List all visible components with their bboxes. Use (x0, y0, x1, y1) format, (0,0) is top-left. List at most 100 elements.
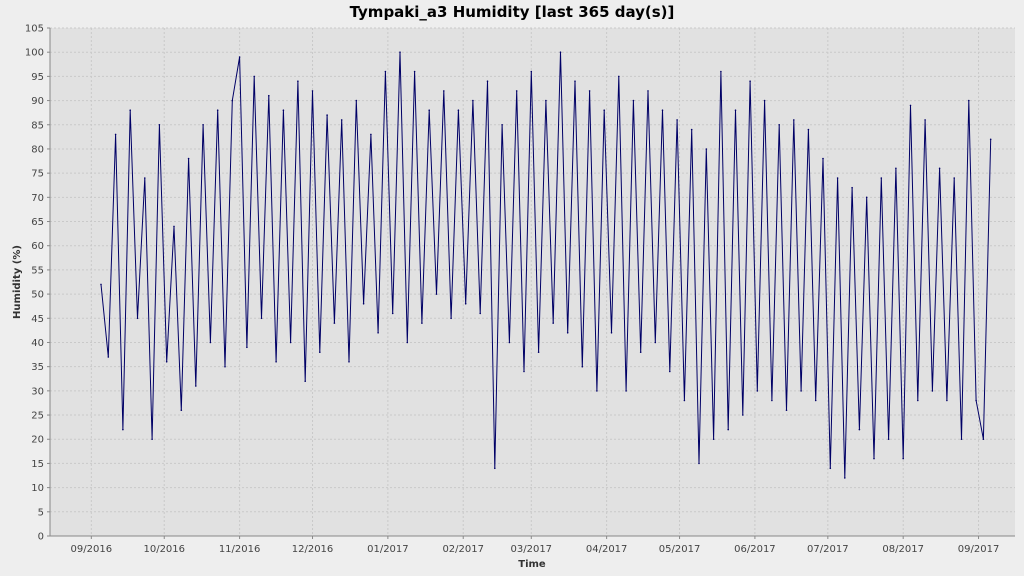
data-point (399, 51, 401, 53)
data-point (873, 457, 875, 460)
data-point (282, 109, 285, 111)
data-point (822, 157, 824, 160)
data-point (800, 390, 802, 392)
data-point (690, 128, 693, 131)
data-point (807, 128, 810, 131)
data-point (472, 99, 474, 102)
data-point (348, 361, 350, 363)
data-point (238, 56, 241, 58)
data-point (960, 438, 963, 441)
data-point (902, 457, 904, 460)
y-tick-label: 95 (31, 72, 44, 83)
data-point (858, 428, 861, 431)
data-point (632, 99, 635, 102)
y-tick-label: 10 (31, 483, 44, 494)
data-point (421, 322, 423, 324)
data-point (508, 341, 511, 344)
data-point (552, 322, 554, 324)
data-point (647, 90, 649, 92)
data-point (377, 332, 379, 334)
data-point (785, 409, 788, 412)
data-point (895, 167, 897, 170)
data-point (661, 109, 664, 111)
y-tick-label: 75 (31, 169, 44, 180)
data-point (246, 346, 248, 349)
data-point (340, 119, 343, 121)
y-tick-label: 15 (31, 459, 44, 470)
y-axis-label: Humidity (%) (12, 245, 23, 319)
data-point (144, 177, 146, 179)
data-point (865, 196, 868, 199)
data-point (479, 312, 482, 315)
y-tick-label: 45 (31, 314, 44, 325)
data-point (566, 332, 569, 334)
x-tick-label: 09/2017 (958, 544, 1000, 555)
data-point (574, 80, 576, 82)
data-point (887, 438, 890, 441)
data-point (435, 293, 438, 295)
data-point (975, 399, 977, 402)
data-point (610, 332, 613, 334)
data-point (107, 356, 110, 358)
x-tick-label: 06/2017 (734, 544, 776, 555)
data-point (333, 322, 336, 324)
data-point (836, 177, 839, 179)
data-point (596, 390, 598, 392)
x-tick-label: 09/2016 (71, 544, 113, 555)
data-point (917, 399, 919, 402)
data-point (202, 124, 204, 126)
data-point (253, 75, 255, 78)
data-point (953, 177, 955, 179)
data-point (450, 317, 452, 320)
data-point (968, 99, 970, 102)
y-tick-label: 85 (31, 120, 44, 131)
x-tick-label: 05/2017 (659, 544, 701, 555)
data-point (355, 99, 358, 102)
data-point (158, 124, 161, 126)
data-point (909, 104, 912, 107)
x-tick-label: 04/2017 (586, 544, 628, 555)
data-point (289, 341, 292, 344)
data-point (297, 80, 299, 82)
data-point (844, 477, 846, 479)
data-point (530, 70, 533, 73)
data-point (712, 438, 715, 441)
data-point (683, 399, 686, 402)
data-point (559, 51, 562, 53)
data-point (742, 414, 744, 416)
x-tick-label: 12/2016 (292, 544, 334, 555)
y-tick-label: 35 (31, 362, 44, 373)
data-point (384, 70, 387, 73)
data-point (165, 361, 168, 363)
data-point (515, 90, 518, 92)
y-tick-label: 30 (31, 386, 44, 397)
data-point (464, 303, 467, 305)
y-tick-label: 20 (31, 435, 44, 446)
data-point (814, 399, 817, 402)
data-point (698, 462, 700, 465)
y-tick-label: 40 (31, 338, 44, 349)
data-point (195, 385, 197, 387)
data-point (588, 90, 591, 92)
data-point (406, 341, 409, 344)
data-point (486, 80, 489, 82)
data-point (501, 124, 503, 126)
data-point (304, 380, 307, 383)
data-point (370, 133, 372, 136)
data-point (319, 351, 321, 354)
y-tick-label: 80 (31, 144, 44, 155)
data-point (705, 148, 708, 150)
data-point (618, 75, 620, 78)
data-point (209, 341, 212, 344)
data-point (749, 80, 751, 82)
data-point (727, 428, 729, 431)
data-point (362, 303, 365, 305)
x-tick-label: 03/2017 (511, 544, 553, 555)
data-point (231, 99, 234, 102)
data-point (946, 399, 948, 402)
series-layer (100, 51, 992, 479)
data-point (311, 90, 314, 92)
data-point (136, 317, 139, 320)
